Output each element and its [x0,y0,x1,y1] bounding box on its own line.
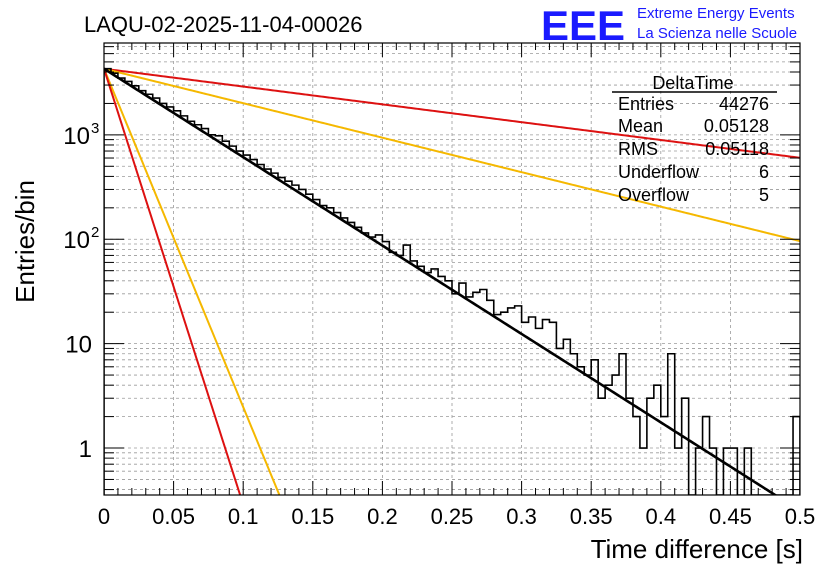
x-tick-label: 0.1 [228,504,259,529]
x-tick-label: 0 [98,504,110,529]
y-axis-label: Entries/bin [10,180,40,303]
stats-label-overflow: Overflow [618,185,690,205]
stats-value-rms: 0.05118 [705,139,769,159]
x-tick-label: 0.3 [506,504,537,529]
x-tick-label: 0.05 [152,504,195,529]
curve-red-shallow [104,67,800,159]
x-tick-label: 0.15 [291,504,334,529]
x-tick-labels: 0 0.05 0.1 0.15 0.2 0.25 0.3 0.35 0.4 0.45 0.5 [98,504,815,529]
y-tick-label: 1 [79,436,92,463]
curves [104,67,800,495]
stats-label-entries: Entries [618,94,674,114]
histogram [104,67,800,495]
stats-box: DeltaTime Entries 44276 Mean 0.05128 RMS… [612,73,777,205]
stats-value-underflow: 6 [759,162,769,182]
chart-title: LAQU-02-2025-11-04-00026 [84,12,362,37]
x-tick-label: 0.4 [646,504,677,529]
stats-label-rms: RMS [618,139,658,159]
stats-label-mean: Mean [618,116,663,136]
plot-area [104,43,800,495]
stats-title: DeltaTime [652,73,733,93]
stats-value-overflow: 5 [759,185,769,205]
logo-line1: Extreme Energy Events [637,5,795,22]
stats-value-mean: 0.05128 [704,116,769,136]
curve-red-steep [104,68,242,495]
y-tick-exponent: 3 [91,120,99,137]
ticks [103,43,801,495]
x-tick-label: 0.45 [709,504,752,529]
x-tick-label: 0.2 [367,504,398,529]
y-tick-label: 10 [63,123,90,150]
x-axis-label: Time difference [s] [591,534,803,564]
x-tick-label: 0.25 [431,504,474,529]
logo-line2: La Scienza nelle Scuole [637,25,797,42]
x-tick-label: 0.5 [785,504,816,529]
stats-label-underflow: Underflow [618,162,700,182]
eee-logo-mark: EEE [541,2,625,49]
y-tick-label: 10 [63,227,90,254]
curve-orange-shallow [104,67,800,243]
y-tick-exponent: 2 [91,224,99,241]
y-tick-label: 10 [65,332,92,359]
stats-value-entries: 44276 [719,94,769,114]
x-tick-label: 0.35 [570,504,613,529]
curve-orange-steep [104,68,281,495]
